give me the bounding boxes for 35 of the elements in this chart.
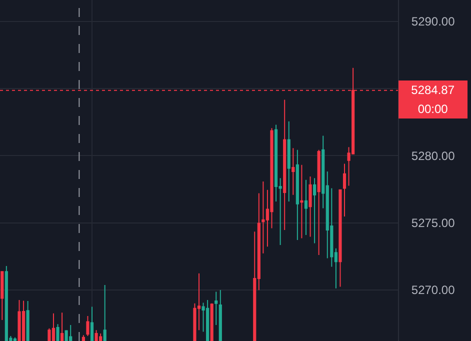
candlestick: [86, 316, 90, 337]
candlestick: [283, 99, 286, 230]
candlestick: [304, 179, 308, 236]
candlestick: [103, 284, 106, 341]
candlestick: [313, 178, 316, 244]
candlestick: [292, 148, 295, 196]
candlestick: [287, 120, 290, 202]
ref-line-label: 5284.87: [411, 83, 455, 97]
candlestick: [308, 176, 312, 238]
candlestick: [300, 164, 304, 239]
y-tick-label: 5290.00: [411, 14, 456, 29]
candlestick: [210, 302, 214, 341]
candlestick: [94, 330, 98, 341]
candlestick: [296, 149, 299, 241]
candlestick: [0, 271, 4, 321]
candlestick: [338, 189, 342, 288]
candlestick: [22, 300, 26, 341]
candlestick: [18, 300, 21, 341]
candlestick: [26, 300, 30, 341]
candlestick: [52, 312, 56, 341]
text: 00:00: [418, 102, 448, 116]
candlestick: [214, 291, 218, 326]
candlestick: [262, 181, 265, 254]
candlestick: [60, 312, 64, 341]
candlestick: [56, 324, 60, 341]
candlestick: [82, 334, 85, 341]
candlestick: [317, 149, 320, 256]
candlestick: [69, 324, 72, 341]
candlestick: [218, 289, 222, 341]
candlestick: [342, 163, 346, 218]
candlestick: [90, 306, 94, 341]
candlestick: [13, 336, 17, 341]
y-tick-label: 5280.00: [411, 148, 456, 163]
y-tick-label: 5270.00: [411, 283, 456, 298]
y-tick-label: 5275.00: [411, 216, 456, 230]
